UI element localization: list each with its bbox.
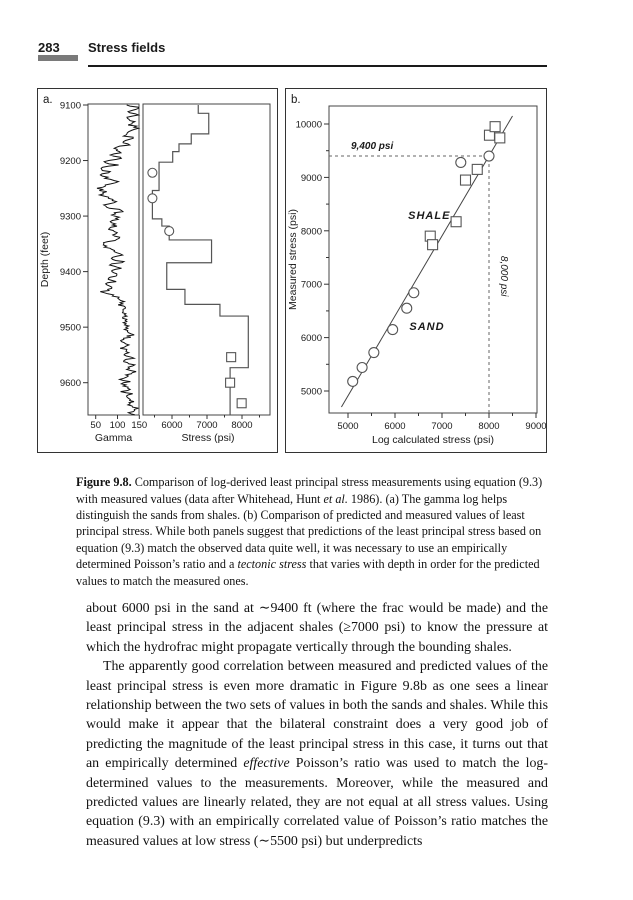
depth-tick-label: 9600 (60, 378, 81, 389)
depth-tick-label: 9400 (60, 267, 81, 278)
sand-data-circle (387, 324, 399, 336)
fit-line (340, 115, 513, 408)
gamma-tick-label: 100 (110, 420, 126, 431)
shale-data-square (494, 132, 506, 144)
text-segment: et al. (323, 491, 348, 506)
panel-b-border (285, 88, 547, 453)
plot-frame (328, 105, 538, 414)
text-segment: that varies with depth in order for the … (76, 557, 540, 588)
annotation-shale: SHALE (408, 210, 450, 222)
gamma-tick-label: 150 (131, 420, 147, 431)
x-tick-label: 5000 (337, 421, 358, 432)
y-tick-label: 5000 (301, 387, 322, 398)
shale-measurement-square (226, 352, 237, 363)
header-rule (88, 65, 547, 67)
sand-measurement-circle (147, 167, 158, 178)
sand-data-circle (368, 347, 380, 359)
stress-axis-label: Stress (psi) (181, 432, 234, 444)
stress-tick-label: 8000 (231, 420, 252, 431)
page-number-underline-bar (38, 55, 78, 61)
sand-measurement-circle (164, 226, 175, 237)
body-text: about 6000 psi in the sand at ∼9400 ft (… (86, 599, 548, 851)
text-segment: The apparently good correlation between … (86, 659, 548, 772)
x-axis-label: Log calculated stress (psi) (372, 434, 494, 446)
x-tick-label: 7000 (431, 421, 452, 432)
y-tick-label: 9000 (301, 173, 322, 184)
text-segment: Poisson’s ratio was used to match the lo… (86, 756, 549, 849)
stress-tick-label: 7000 (196, 420, 217, 431)
text-segment: Figure 9.8. (76, 475, 132, 490)
gamma-tick-label: 50 (90, 420, 101, 431)
sand-data-circle (401, 302, 413, 314)
depth-tick-label: 9100 (60, 101, 81, 112)
y-tick-label: 6000 (301, 333, 322, 344)
panel-a-border (37, 88, 278, 453)
gamma-axis-label: Gamma (95, 432, 133, 444)
shale-measurement-square (236, 398, 247, 409)
text-segment: tectonic stress (237, 557, 307, 572)
sand-data-circle (347, 375, 359, 387)
shale-measurement-square (225, 377, 236, 388)
sand-data-circle (408, 287, 420, 299)
shale-data-square (471, 163, 483, 175)
shale-data-square (450, 216, 462, 228)
y-tick-label: 8000 (301, 226, 322, 237)
body-paragraph: about 6000 psi in the sand at ∼9400 ft (… (86, 599, 548, 657)
x-tick-label: 8000 (478, 421, 499, 432)
figure-panel-a: a. 9100 9200 9300 9400 9500 9600 Depth (feet) 50… (37, 88, 278, 453)
body-paragraph: The apparently good correlation between … (86, 657, 548, 851)
x-tick-label: 9000 (525, 421, 546, 432)
figure-panel-b: b. 5000 6000 7000 8000 9000 10000 Measured stre… (285, 88, 547, 453)
panel-b-chart: b. 5000 6000 7000 8000 9000 10000 Measured stre… (285, 88, 547, 453)
stress-tick-label: 6000 (161, 420, 182, 431)
stress-track-frame (142, 103, 271, 416)
sand-measurement-circle (147, 193, 158, 204)
depth-tick-label: 9300 (60, 212, 81, 223)
depth-axis-label: Depth (feet) (39, 232, 51, 287)
x-tick-label: 6000 (384, 421, 405, 432)
panel-a-label: a. (43, 94, 53, 106)
y-tick-label: 10000 (296, 120, 322, 131)
shale-data-square (489, 121, 501, 133)
annotation-sand: SAND (409, 321, 444, 333)
sand-data-circle (455, 156, 467, 168)
shale-data-square (427, 239, 439, 251)
text-segment: 1986). (a) The gamma log helps distingui… (76, 491, 542, 572)
figure-caption: Figure 9.8. Comparison of log-derived le… (76, 474, 548, 589)
depth-tick-label: 9500 (60, 323, 81, 334)
gamma-track-frame (87, 103, 140, 416)
panel-b-label: b. (291, 94, 301, 106)
y-tick-label: 7000 (301, 280, 322, 291)
sand-data-circle (483, 150, 495, 162)
text-segment: Comparison of log-derived least principa… (76, 475, 543, 506)
depth-tick-label: 9200 (60, 156, 81, 167)
text-segment: effective (243, 756, 290, 772)
sand-data-circle (356, 361, 368, 374)
text-segment: about 6000 psi in the sand at ∼9400 ft (… (86, 601, 548, 655)
reference-label-9400: 9,400 psi (351, 141, 393, 152)
reference-label-8000: 8,000 psi (498, 256, 509, 297)
gamma-log-trace (96, 104, 141, 416)
running-head-section-title: Stress fields (88, 40, 166, 55)
panel-a-chart: a. 9100 9200 9300 9400 9500 9600 Depth (feet) 50… (37, 88, 278, 453)
stress-log-step-line (151, 105, 249, 415)
y-axis-label: Measured stress (psi) (287, 209, 299, 310)
page-number: 283 (38, 40, 60, 55)
shale-data-square (459, 174, 472, 186)
